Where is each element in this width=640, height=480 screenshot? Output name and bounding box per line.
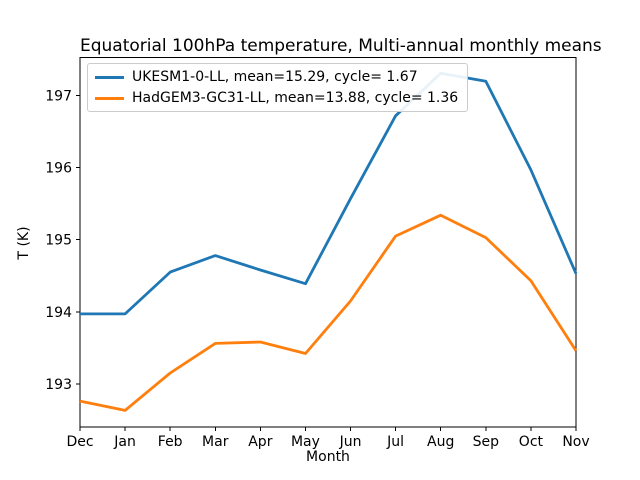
x-tick-label: Jul [386, 434, 404, 450]
x-tick-label: Aug [427, 434, 454, 450]
legend-item-ukesm: UKESM1-0-LL, mean=15.29, cycle= 1.67 [95, 69, 458, 85]
x-tick-label: Jan [113, 434, 136, 450]
x-tick-label: Jun [339, 434, 362, 450]
y-tick-label: 194 [45, 305, 72, 321]
x-tick-label: Nov [562, 434, 589, 450]
legend-line-swatch-orange [95, 96, 124, 100]
x-tick-label: Feb [158, 434, 183, 450]
x-axis-label: Month [306, 449, 350, 465]
legend: UKESM1-0-LL, mean=15.29, cycle= 1.67 Had… [87, 63, 469, 112]
x-tick-label: Oct [519, 434, 544, 450]
axes-spines [79, 57, 577, 428]
y-axis-label: T (K) [16, 226, 32, 260]
x-tick-label: May [291, 434, 320, 450]
data-line-ukesm1-0-ll [80, 71, 578, 316]
legend-line-swatch-blue [95, 75, 124, 79]
x-tick-label: Mar [202, 434, 229, 450]
x-tick-label: Sep [473, 434, 500, 450]
legend-label: UKESM1-0-LL, mean=15.29, cycle= 1.67 [132, 69, 418, 85]
y-tick-label: 195 [45, 233, 72, 249]
data-line-hadgem3-gc31-ll [79, 213, 578, 412]
x-tick-label: Apr [248, 434, 272, 450]
y-tick-label: 196 [45, 161, 72, 177]
y-tick-label: 197 [45, 89, 72, 105]
legend-item-hadgem: HadGEM3-GC31-LL, mean=13.88, cycle= 1.36 [95, 90, 458, 106]
chart-title: Equatorial 100hPa temperature, Multi-ann… [80, 36, 602, 56]
y-tick-label: 193 [45, 377, 72, 393]
legend-label: HadGEM3-GC31-LL, mean=13.88, cycle= 1.36 [132, 90, 459, 106]
x-tick-label: Dec [66, 434, 93, 450]
